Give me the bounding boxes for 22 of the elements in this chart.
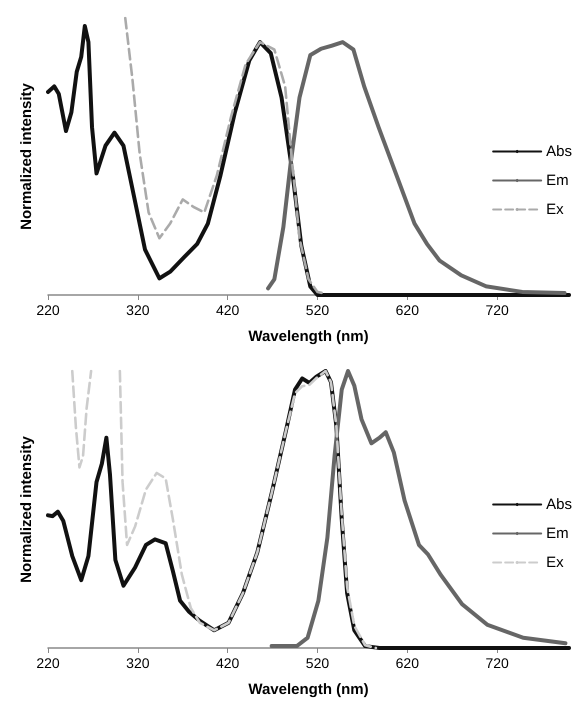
legend-label: Ex — [546, 554, 564, 571]
x-tick-label: 420 — [216, 302, 240, 318]
legend-label: Em — [546, 525, 569, 542]
x-tick-label: 520 — [306, 302, 330, 318]
legend-label: Abs — [546, 143, 572, 160]
y-axis-title: Normalized intensity — [18, 435, 35, 583]
legend-label: Em — [546, 172, 569, 189]
x-axis-title: Wavelength (nm) — [248, 681, 369, 698]
x-tick-label: 320 — [126, 302, 150, 318]
x-tick-label: 320 — [126, 655, 150, 671]
legend-label: Abs — [546, 496, 572, 513]
x-tick-label: 620 — [396, 302, 420, 318]
legend-label: Ex — [546, 201, 564, 218]
x-tick-label: 220 — [36, 655, 60, 671]
x-tick-label: 220 — [36, 302, 60, 318]
x-axis-title: Wavelength (nm) — [248, 328, 369, 345]
x-tick-label: 520 — [306, 655, 330, 671]
y-axis-title: Normalized intensity — [18, 82, 35, 230]
x-tick-label: 420 — [216, 655, 240, 671]
x-tick-label: 620 — [396, 655, 420, 671]
x-tick-label: 720 — [485, 302, 510, 318]
x-tick-label: 720 — [485, 655, 510, 671]
